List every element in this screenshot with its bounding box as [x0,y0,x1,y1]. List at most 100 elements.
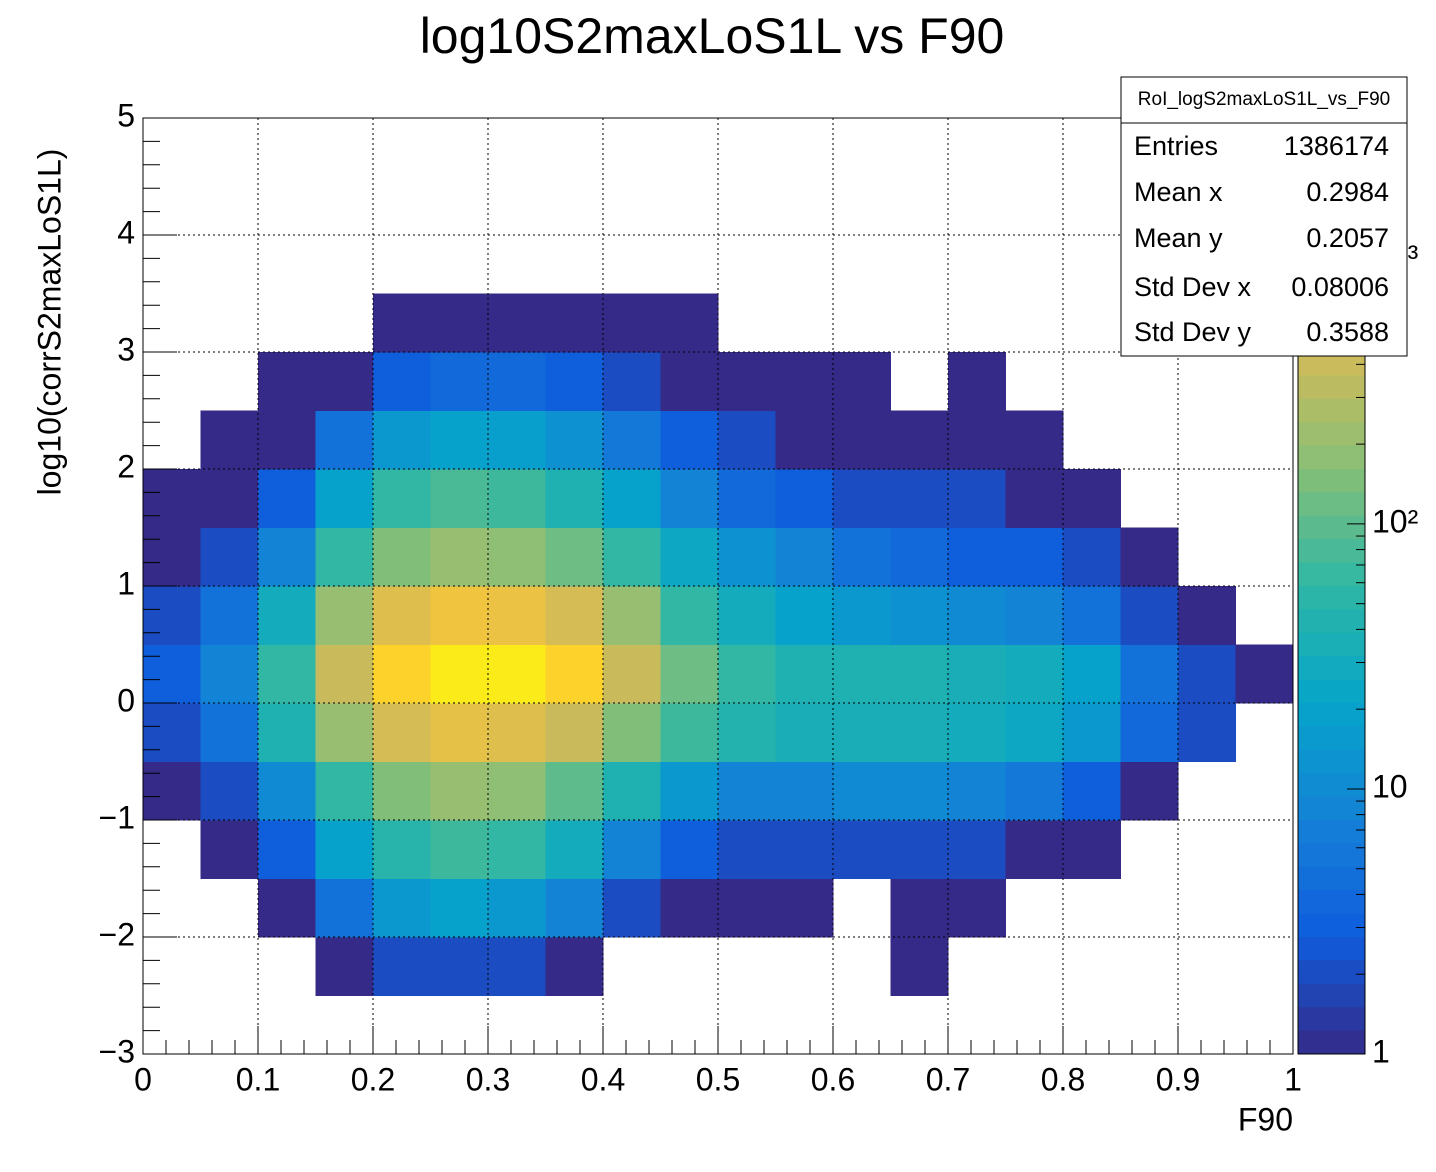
heatmap-cell [258,644,316,704]
x-tick-label: 0.7 [926,1061,970,1097]
heatmap-cell [200,527,259,587]
heatmap-cell [430,352,489,411]
heatmap-cell [200,820,259,879]
heatmap-cell [775,586,834,645]
heatmap-cell [373,527,431,587]
heatmap-cell [545,644,604,704]
z-tick-label: 1 [1372,1033,1390,1069]
heatmap-cell [890,703,949,762]
heatmap-cell [430,527,489,587]
heatmap-cell [948,410,1006,470]
heatmap-cell [430,820,489,879]
heatmap-cell [258,761,316,821]
x-tick-label: 0.4 [581,1061,625,1097]
heatmap-cell [258,469,316,528]
z-tick-label: 10 [1372,768,1408,804]
heatmap-cell [258,878,316,938]
y-tick-label: −2 [99,916,135,952]
stats-box [1120,76,1408,357]
heatmap-cell [373,878,431,938]
heatmap-cell [315,937,374,996]
heatmap-cell [315,761,374,821]
x-tick-label: 0.1 [236,1061,280,1097]
heatmap-cell [833,469,891,528]
heatmap-cell [1063,820,1121,879]
heatmap-cell [430,878,489,938]
heatmap-cell [775,410,834,470]
heatmap-cell [603,820,661,879]
heatmap-cell [660,586,719,645]
heatmap-cell [488,644,546,704]
heatmap-cell [1063,527,1121,587]
heatmap-cell [1178,703,1236,762]
heatmap-cell [890,937,949,996]
heatmap-cell [1005,703,1064,762]
y-tick-label: 1 [117,565,135,601]
y-axis-label: log10(corrS2maxLoS1L) [31,149,67,496]
heatmap-cell [1005,761,1064,821]
heatmap-cell [775,352,834,411]
heatmap-cell [488,469,546,528]
stats-label: Std Dev y [1134,317,1252,347]
heatmap-cell [718,820,776,879]
heatmap-cell [200,469,259,528]
stats-name: RoI_logS2maxLoS1L_vs_F90 [1138,89,1390,110]
heatmap-cell [545,820,604,879]
y-tick-label: 3 [117,331,135,367]
heatmap-cell [660,761,719,821]
heatmap-cell [775,527,834,587]
heatmap-cell [373,820,431,879]
heatmap-cell [603,586,661,645]
heatmap-cell [660,703,719,762]
stats-label: Mean x [1134,177,1223,207]
x-tick-label: 0.3 [466,1061,510,1097]
heatmap-cell [718,761,776,821]
heatmap-cell [143,761,201,821]
heatmap-cell [430,469,489,528]
heatmap-cell [1120,644,1179,704]
heatmap-cell [660,820,719,879]
heatmap-cell [775,469,834,528]
heatmap-cell [315,410,374,470]
heatmap-cell [315,820,374,879]
heatmap-cell [890,527,949,587]
x-tick-label: 0.6 [811,1061,855,1097]
heatmap-cell [488,878,546,938]
palette-band [1298,749,1365,774]
stats-value: 1386174 [1284,131,1389,161]
heatmap-cell [833,761,891,821]
x-axis-label: F90 [1238,1101,1293,1137]
heatmap-cell [488,527,546,587]
heatmap-cell [1120,703,1179,762]
heatmap-cell [775,644,834,704]
palette-band [1298,703,1365,727]
heatmap-cell [718,352,776,411]
heatmap-cell [545,586,604,645]
heatmap-cell [890,761,949,821]
y-tick-label: −3 [99,1033,135,1069]
heatmap-cell [373,761,431,821]
heatmap-cell [143,703,201,762]
heatmap-cell [430,410,489,470]
heatmap-cell [143,527,201,587]
heatmap-cell [833,586,891,645]
heatmap-cell [1063,586,1121,645]
palette-band [1298,352,1365,376]
palette-band [1298,679,1365,704]
x-tick-label: 0.9 [1156,1061,1200,1097]
heatmap-cell [488,937,546,996]
palette-band [1298,469,1365,493]
heatmap-cell [258,527,316,587]
heatmap-cell [833,644,891,704]
heatmap-cell [948,586,1006,645]
heatmap-cell [315,352,374,411]
stats-value: 0.2057 [1306,223,1389,253]
heatmap-cell [1120,761,1179,821]
heatmap-cell [1005,527,1064,587]
palette-band [1298,492,1365,517]
x-tick-label: 0.8 [1041,1061,1085,1097]
heatmap-cell [258,820,316,879]
heatmap-cell [488,820,546,879]
plot-frame [142,117,1294,1055]
